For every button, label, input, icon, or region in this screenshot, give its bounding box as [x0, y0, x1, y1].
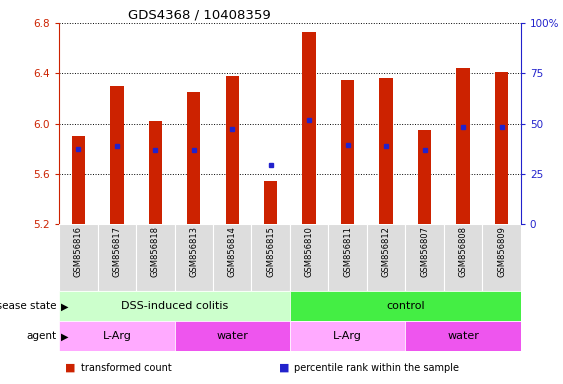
Text: GSM856816: GSM856816 — [74, 226, 83, 277]
Text: ■: ■ — [65, 362, 75, 373]
Bar — [405, 321, 521, 351]
Text: GSM856813: GSM856813 — [189, 226, 198, 277]
Text: DSS-induced colitis: DSS-induced colitis — [121, 301, 228, 311]
Text: percentile rank within the sample: percentile rank within the sample — [294, 362, 459, 373]
Text: disease state: disease state — [0, 301, 56, 311]
Text: transformed count: transformed count — [81, 362, 171, 373]
Bar — [379, 78, 393, 224]
Bar — [213, 224, 252, 291]
Bar — [290, 224, 328, 291]
Bar — [457, 68, 470, 224]
Text: GSM856811: GSM856811 — [343, 226, 352, 277]
Bar — [264, 182, 278, 224]
Text: ▶: ▶ — [61, 331, 68, 341]
Bar — [405, 224, 444, 291]
Text: GSM856817: GSM856817 — [113, 226, 121, 277]
Text: control: control — [386, 301, 425, 311]
Text: GSM856810: GSM856810 — [305, 226, 314, 277]
Bar — [367, 224, 405, 291]
Bar — [328, 224, 367, 291]
Text: GSM856812: GSM856812 — [382, 226, 391, 277]
Bar — [72, 136, 85, 224]
Text: ■: ■ — [279, 362, 289, 373]
Bar — [187, 92, 200, 224]
Text: agent: agent — [26, 331, 56, 341]
Text: GSM856814: GSM856814 — [228, 226, 236, 277]
Text: water: water — [447, 331, 479, 341]
Bar — [149, 121, 162, 224]
Bar — [290, 321, 405, 351]
Bar — [97, 224, 136, 291]
Text: GSM856808: GSM856808 — [459, 226, 467, 277]
Bar — [59, 321, 175, 351]
Bar — [418, 130, 431, 224]
Bar — [341, 79, 354, 224]
Text: GDS4368 / 10408359: GDS4368 / 10408359 — [128, 9, 271, 22]
Bar — [175, 321, 290, 351]
Text: L-Arg: L-Arg — [102, 331, 131, 341]
Bar — [110, 86, 123, 224]
Text: GSM856809: GSM856809 — [497, 226, 506, 277]
Bar — [175, 224, 213, 291]
Bar — [59, 291, 290, 321]
Text: ▶: ▶ — [61, 301, 68, 311]
Bar — [136, 224, 175, 291]
Bar — [226, 76, 239, 224]
Bar — [482, 224, 521, 291]
Text: GSM856818: GSM856818 — [151, 226, 160, 277]
Bar — [290, 291, 521, 321]
Text: GSM856807: GSM856807 — [420, 226, 429, 277]
Bar — [302, 32, 316, 224]
Text: GSM856815: GSM856815 — [266, 226, 275, 277]
Bar — [59, 224, 97, 291]
Bar — [252, 224, 290, 291]
Text: water: water — [216, 331, 248, 341]
Text: L-Arg: L-Arg — [333, 331, 362, 341]
Bar — [495, 72, 508, 224]
Bar — [444, 224, 482, 291]
